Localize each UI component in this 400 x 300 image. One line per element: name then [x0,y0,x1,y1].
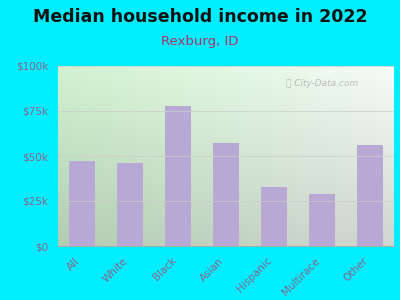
Bar [357,145,383,246]
Bar [261,187,287,246]
Text: Median household income in 2022: Median household income in 2022 [33,8,367,26]
Bar [213,143,239,246]
Bar [309,194,335,246]
Bar [69,161,95,246]
Bar [117,163,143,246]
Bar [165,106,191,246]
Text: Rexburg, ID: Rexburg, ID [161,34,239,47]
Text: ⓘ City-Data.com: ⓘ City-Data.com [286,79,359,88]
